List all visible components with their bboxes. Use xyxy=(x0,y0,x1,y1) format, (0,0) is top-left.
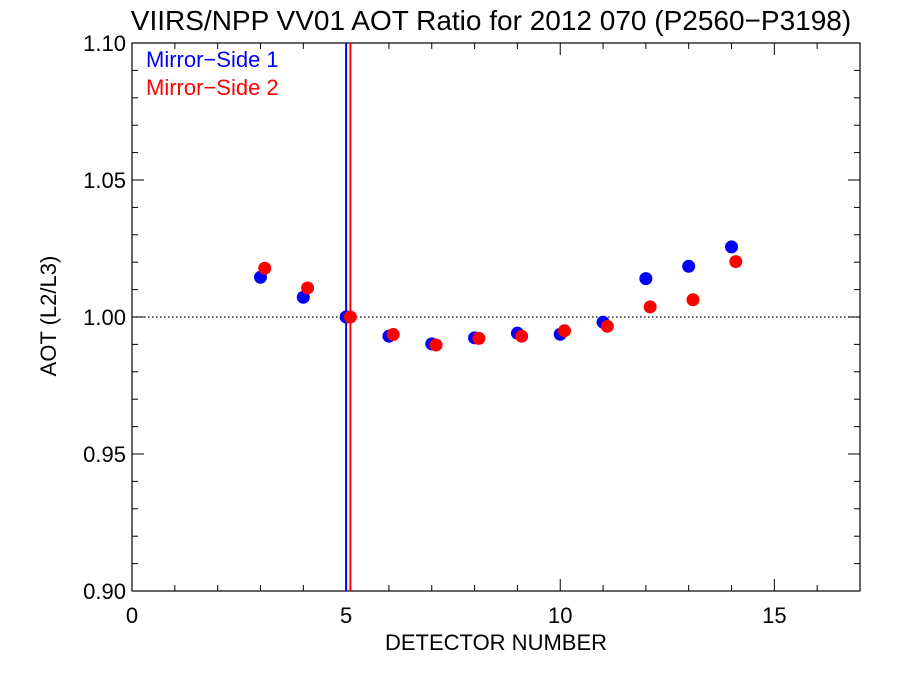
legend-entry-1: Mirror−Side 1 xyxy=(146,47,279,72)
series-1-point xyxy=(725,240,739,254)
x-axis-label: DETECTOR NUMBER xyxy=(385,630,607,655)
series-2-point xyxy=(472,331,486,345)
series-2-point xyxy=(301,281,315,295)
series-2-point xyxy=(258,261,272,275)
series-1-point xyxy=(682,259,696,273)
y-tick-label: 1.00 xyxy=(83,305,126,330)
chart-title: VIIRS/NPP VV01 AOT Ratio for 2012 070 (P… xyxy=(131,5,851,36)
series-1-point xyxy=(639,272,653,286)
series-2-point xyxy=(343,310,357,324)
series-2-point xyxy=(558,324,572,338)
x-tick-label: 5 xyxy=(340,603,352,628)
series-2-point xyxy=(643,300,657,314)
x-tick-label: 15 xyxy=(762,603,786,628)
series-2-point xyxy=(386,328,400,342)
y-tick-label: 0.90 xyxy=(83,579,126,604)
series-2-point xyxy=(515,329,529,343)
x-tick-label: 10 xyxy=(548,603,572,628)
y-tick-label: 1.10 xyxy=(83,31,126,56)
series-2-point xyxy=(600,319,614,333)
x-tick-label: 0 xyxy=(126,603,138,628)
series-2-point xyxy=(686,293,700,307)
legend-entry-2: Mirror−Side 2 xyxy=(146,75,279,100)
y-axis-label: AOT (L2/L3) xyxy=(36,256,61,377)
series-2-point xyxy=(729,255,743,269)
y-tick-label: 1.05 xyxy=(83,168,126,193)
y-tick-label: 0.95 xyxy=(83,442,126,467)
series-2-point xyxy=(429,338,443,352)
